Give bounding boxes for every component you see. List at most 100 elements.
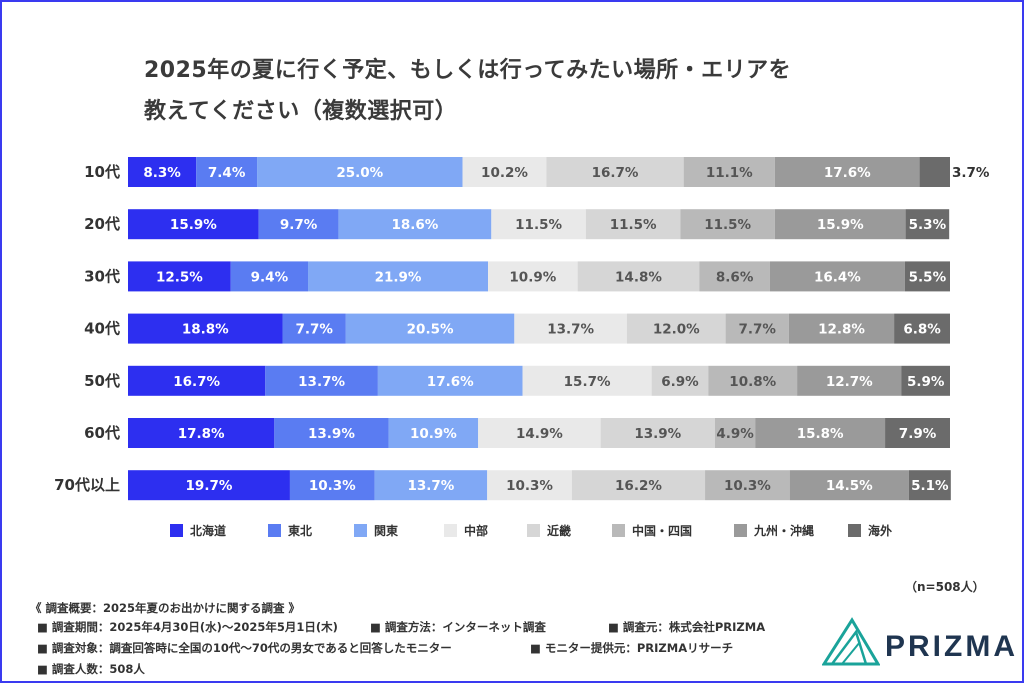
bar-value-label: 18.8% [182,322,229,338]
bar-segment [377,365,523,396]
survey-period: ■ 調査期間：2025年4月30日(水)〜2025年5月1日(木) [37,620,338,634]
category-label: 20代 [84,215,120,233]
bar-value-label: 25.0% [336,165,383,181]
bar-segment [282,313,346,344]
bar-segment [374,470,488,501]
bar-value-label: 3.7% [952,165,990,181]
bar-value-label: 6.8% [903,322,941,338]
prizma-logo-text: PRIZMA [885,630,1018,663]
bar-segment [651,365,709,396]
bar-segment [345,313,515,344]
legend-label: 中国・四国 [632,523,692,538]
bar-value-label: 12.0% [653,322,700,338]
bar-value-label: 13.9% [308,426,355,442]
bar-segment [919,157,950,187]
bar-value-label: 11.5% [515,217,562,233]
bar-segment [789,470,909,501]
bar-value-label: 7.7% [295,322,333,338]
legend-swatch [170,524,183,537]
bar-value-label: 13.9% [634,426,681,442]
bar-segment [308,261,489,292]
stacked-bar-chart: 10代 8.3% 7.4% 25.0% 10.2% 16.7% 11.1% 17.6% 3.7%… [54,157,990,538]
bar-segment [230,261,309,292]
bar-segment [128,470,290,501]
bar-segment [274,418,389,448]
legend-swatch [444,524,457,537]
legend-swatch [734,524,747,537]
bar-segment [626,313,726,344]
prizma-logo-icon [822,617,880,666]
bar-segment [714,418,756,448]
category-label: 70代以上 [54,476,120,494]
category-label: 50代 [84,372,120,390]
bar-value-label: 9.4% [251,269,289,285]
bar-value-label: 5.3% [909,217,947,233]
bar-value-label: 16.2% [615,478,662,494]
bar-value-label: 14.9% [516,426,563,442]
bar-segment [571,470,706,501]
bar-segment [585,209,681,240]
bar-value-label: 15.9% [817,217,864,233]
legend-swatch [268,524,281,537]
category-label: 40代 [84,320,120,338]
bar-value-label: 16.7% [592,165,639,181]
chart-title-line-1: 2025年の夏に行く予定、もしくは行ってみたい場所・エリアを [144,58,792,83]
bar-segment [289,470,375,501]
bar-value-label: 7.7% [739,322,777,338]
legend-label: 九州・沖縄 [753,523,814,538]
bar-value-label: 18.6% [391,217,438,233]
bar-value-label: 10.8% [729,374,776,390]
bar-value-label: 21.9% [375,269,422,285]
bar-segment [487,470,572,501]
bar-segment [128,313,283,344]
bar-segment [769,261,905,292]
survey-heading: 《 調査概要：2025年夏のお出かけに関する調査 》 [30,601,301,615]
bar-value-label: 10.9% [509,269,556,285]
bar-value-label: 17.8% [178,426,225,442]
bar-segment [196,157,258,187]
bar-segment [257,157,463,187]
bar-segment [797,365,902,396]
bar-value-label: 8.6% [716,269,754,285]
bar-segment [491,209,586,240]
bar-segment [128,261,231,292]
bar-value-label: 20.5% [407,322,454,338]
bar-segment [774,209,906,240]
bar-segment [600,418,715,448]
bar-value-label: 10.3% [309,478,356,494]
bar-value-label: 17.6% [824,165,871,181]
bar-value-label: 9.7% [280,217,318,233]
bar-value-label: 10.2% [481,165,528,181]
bar-segment [128,209,259,240]
survey-target: ■ 調査対象：調査回答時に全国の10代〜70代の男女であると回答したモニター [37,641,452,655]
bar-segment [774,157,920,187]
legend-label: 海外 [868,523,892,538]
bar-segment [683,157,775,187]
chart-title-line-2: 教えてください（複数選択可） [144,99,458,124]
bar-value-label: 19.7% [186,478,233,494]
bar-value-label: 14.5% [826,478,873,494]
legend-swatch [848,524,861,537]
bar-segment [265,365,378,396]
bar-segment [128,418,275,448]
bar-value-label: 13.7% [407,478,454,494]
legend-label: 中部 [464,523,488,538]
bar-value-label: 4.9% [716,426,754,442]
bar-value-label: 16.7% [173,374,220,390]
bar-value-label: 8.3% [143,165,181,181]
bar-value-label: 5.5% [909,269,947,285]
survey-count: ■ 調査人数：508人 [37,662,145,676]
bar-value-label: 15.7% [564,374,611,390]
bar-segment [128,365,266,396]
bar-segment [514,313,627,344]
legend-swatch [527,524,540,537]
bar-segment [577,261,700,292]
bar-segment [128,157,197,187]
bar-segment [338,209,492,240]
survey-source: ■ 調査元：株式会社PRIZMA [608,620,766,634]
survey-method: ■ 調査方法：インターネット調査 [370,620,546,634]
bar-segment [522,365,652,396]
legend-swatch [354,524,367,537]
legend-label: 近畿 [547,523,571,538]
